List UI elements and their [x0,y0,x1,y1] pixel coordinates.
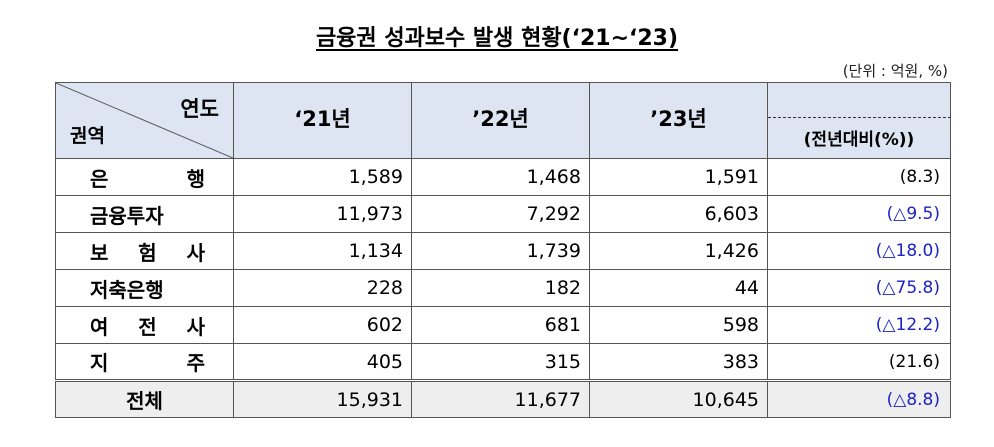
row-label: 여 전 사 [55,306,234,344]
total-row: 전체 15,931 11,677 10,645 (△8.8) [55,379,951,418]
cell-2023: 598 [589,306,768,344]
cell-2023: 1,591 [589,158,768,196]
cell-yoy: (△18.0) [767,232,951,270]
total-label: 전체 [55,379,234,418]
yoy-header: (전년대비(%)) [803,130,915,150]
total-yoy: (△8.8) [767,379,951,418]
cell-2022: 7,292 [411,195,590,233]
total-2023: 10,645 [589,379,768,418]
row-label: 지 주 [55,343,234,381]
table-row: 여 전 사 602 681 598 (△12.2) [55,306,951,344]
year-header-22: ’22년 [411,82,590,159]
table-row: 은 행 1,589 1,468 1,591 (8.3) [55,158,951,196]
yoy-header-cell: (전년대비(%)) [767,82,951,159]
cell-2021: 1,134 [233,232,412,270]
table-row: 보 험 사 1,134 1,739 1,426 (△18.0) [55,232,951,270]
row-label: 저축은행 [55,269,234,307]
table-row: 금융투자 11,973 7,292 6,603 (△9.5) [55,195,951,233]
unit-note: (단위 : 억원, %) [842,62,948,80]
cell-yoy: (8.3) [767,158,951,196]
cell-2022: 1,468 [411,158,590,196]
performance-pay-table: 연도 권역 ‘21년 ’22년 ’23년 (전년대비(%)) 은 행 1,589… [55,82,951,418]
table-row: 지 주 405 315 383 (21.6) [55,343,951,381]
cell-2021: 405 [233,343,412,381]
corner-year-label: 연도 [180,97,219,121]
corner-header-cell: 연도 권역 [55,82,234,159]
cell-yoy: (△12.2) [767,306,951,344]
cell-2022: 1,739 [411,232,590,270]
table-row: 저축은행 228 182 44 (△75.8) [55,269,951,307]
cell-2022: 681 [411,306,590,344]
cell-2022: 315 [411,343,590,381]
header-row: 연도 권역 ‘21년 ’22년 ’23년 (전년대비(%)) [55,82,951,159]
page-title: 금융권 성과보수 발생 현황(‘21~‘23) [315,26,679,51]
cell-yoy: (△75.8) [767,269,951,307]
cell-2021: 1,589 [233,158,412,196]
year-header-21: ‘21년 [233,82,412,159]
cell-2022: 182 [411,269,590,307]
total-2021: 15,931 [233,379,412,418]
dashed-divider [768,117,951,118]
total-2022: 11,677 [411,379,590,418]
cell-2023: 1,426 [589,232,768,270]
cell-2021: 11,973 [233,195,412,233]
cell-2023: 383 [589,343,768,381]
cell-yoy: (△9.5) [767,195,951,233]
cell-yoy: (21.6) [767,343,951,381]
row-label: 은 행 [55,158,234,196]
cell-2021: 228 [233,269,412,307]
cell-2023: 44 [589,269,768,307]
cell-2023: 6,603 [589,195,768,233]
corner-area-label: 권역 [70,125,105,147]
year-header-23: ’23년 [589,82,768,159]
diagonal-divider [56,83,233,158]
row-label: 보 험 사 [55,232,234,270]
cell-2021: 602 [233,306,412,344]
row-label: 금융투자 [55,195,234,233]
